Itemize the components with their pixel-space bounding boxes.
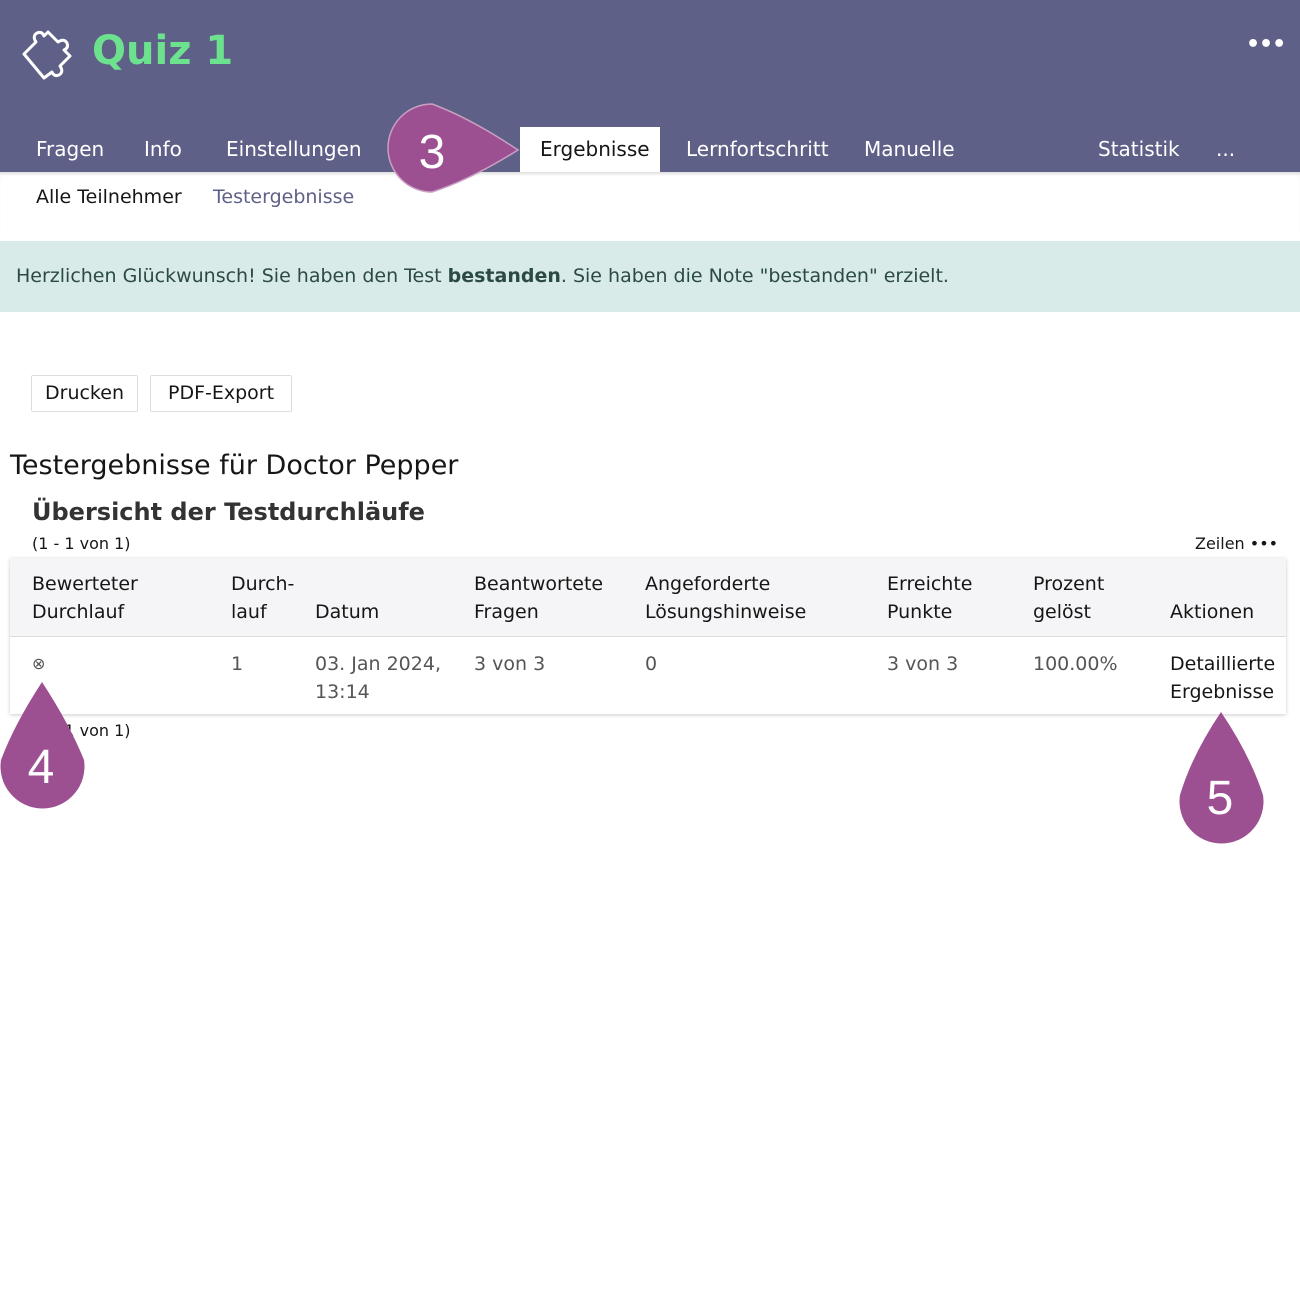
subtab-alle-teilnehmer[interactable]: Alle Teilnehmer bbox=[36, 186, 182, 208]
th-line: Durchlauf bbox=[32, 601, 125, 623]
annotation-5-label: 5 bbox=[1207, 772, 1234, 825]
tab-info[interactable]: Info bbox=[144, 137, 182, 161]
annotation-3-label: 3 bbox=[419, 126, 446, 179]
tab-statistik[interactable]: Statistik bbox=[1098, 137, 1180, 161]
col-beantwortete: Beantwortete Fragen bbox=[474, 570, 603, 626]
annotation-marker-4: 4 bbox=[0, 682, 85, 809]
subtab-bar: Alle Teilnehmer Testergebnisse bbox=[0, 172, 1300, 232]
link-line: Detaillierte bbox=[1170, 653, 1276, 675]
th-line: Bewerteter bbox=[32, 573, 138, 595]
cell-percent: 100.00% bbox=[1033, 653, 1118, 675]
results-heading: Testergebnisse für Doctor Pepper bbox=[10, 450, 459, 481]
tab-manuelle-bewertung[interactable]: Manuelle Bewertung bbox=[864, 137, 973, 206]
print-button[interactable]: Drucken bbox=[31, 375, 138, 412]
detailed-results-link[interactable]: Detaillierte Ergebnisse bbox=[1170, 650, 1275, 706]
cell-run: 1 bbox=[231, 653, 244, 675]
caret-down-icon: ▼ bbox=[1216, 190, 1226, 204]
annotation-marker-3: 3 bbox=[387, 103, 520, 193]
rows-selector[interactable]: Zeilen ••• bbox=[1195, 534, 1279, 553]
time-line: 13:14 bbox=[315, 681, 370, 703]
th-line: Prozent bbox=[1033, 573, 1105, 595]
th-line: Erreichte bbox=[887, 573, 973, 595]
alert-bold: bestanden bbox=[447, 265, 561, 287]
col-prozent: Prozent gelöst bbox=[1033, 570, 1104, 626]
cell-hints: 0 bbox=[645, 653, 658, 675]
page-title: Quiz 1 bbox=[92, 28, 234, 74]
pagination-top: (1 - 1 von 1) bbox=[32, 534, 131, 553]
table-header: Bewerteter Durchlauf Durch-lauf Datum Bea… bbox=[10, 558, 1286, 637]
tab-einstellungen[interactable]: Einstellungen bbox=[226, 137, 362, 161]
alert-text-end: . Sie haben die Note "bestanden" erzielt… bbox=[560, 265, 949, 287]
cell-answered: 3 von 3 bbox=[474, 653, 546, 675]
th-line: Lösungshinweise bbox=[645, 601, 807, 623]
th-line: Durch- bbox=[231, 573, 295, 595]
more-actions-button[interactable]: ••• bbox=[1246, 32, 1286, 57]
scored-run-icon: ⊗ bbox=[32, 654, 46, 673]
col-datum[interactable]: Datum bbox=[315, 601, 380, 623]
th-line: Angeforderte bbox=[645, 573, 771, 595]
col-durchlauf: Durch-lauf bbox=[231, 570, 294, 626]
puzzle-icon bbox=[22, 30, 72, 80]
alert-text: Herzlichen Glückwunsch! Sie haben den Te… bbox=[16, 265, 448, 287]
th-line: Beantwortete bbox=[474, 573, 604, 595]
date-line: 03. Jan 2024, bbox=[315, 653, 441, 675]
th-line: gelöst bbox=[1033, 601, 1092, 623]
th-line: Punkte bbox=[887, 601, 953, 623]
tab-more[interactable]: ... ▼ bbox=[1196, 127, 1255, 204]
annotation-marker-5: 5 bbox=[1179, 712, 1264, 844]
tab-more-label: ... bbox=[1216, 137, 1236, 161]
col-punkte: Erreichte Punkte bbox=[887, 570, 972, 626]
link-line: Ergebnisse bbox=[1170, 681, 1275, 703]
overview-heading: Übersicht der Testdurchläufe bbox=[32, 498, 425, 526]
pdf-export-button[interactable]: PDF-Export bbox=[150, 375, 293, 412]
th-line: Fragen bbox=[474, 601, 539, 623]
col-hinweise: Angeforderte Lösungshinweise bbox=[645, 570, 806, 626]
cell-date: 03. Jan 2024, 13:14 bbox=[315, 650, 441, 706]
col-aktionen: Aktionen bbox=[1170, 601, 1255, 623]
th-line: lauf bbox=[231, 601, 267, 623]
tab-fragen[interactable]: Fragen bbox=[36, 137, 105, 161]
cell-points: 3 von 3 bbox=[887, 653, 959, 675]
subtab-testergebnisse[interactable]: Testergebnisse bbox=[213, 186, 355, 208]
success-alert: Herzlichen Glückwunsch! Sie haben den Te… bbox=[0, 241, 1300, 312]
annotation-4-label: 4 bbox=[28, 741, 55, 794]
tab-lernfortschritt[interactable]: Lernfortschritt bbox=[686, 137, 829, 161]
results-table: Bewerteter Durchlauf Durch-lauf Datum Bea… bbox=[10, 558, 1286, 714]
tab-ergebnisse[interactable]: Ergebnisse bbox=[520, 127, 660, 172]
col-bewerteter: Bewerteter Durchlauf bbox=[32, 570, 138, 626]
